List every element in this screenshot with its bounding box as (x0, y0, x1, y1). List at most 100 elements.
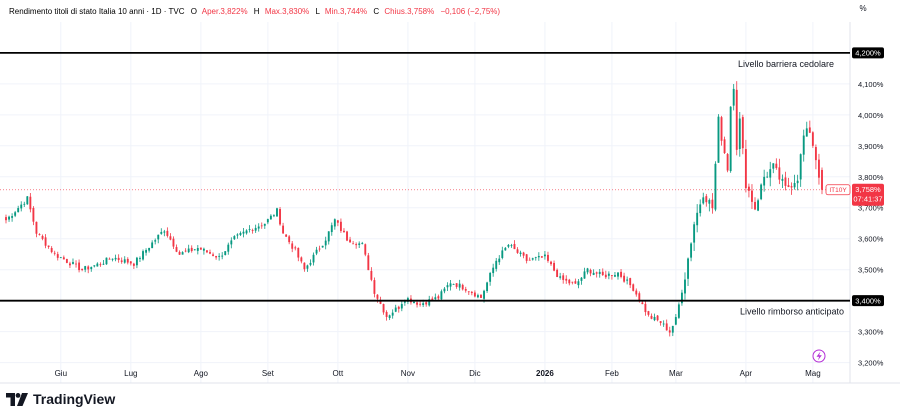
candle-body (425, 302, 428, 305)
candle-body (452, 284, 455, 285)
candle-body (324, 240, 327, 246)
candle-body (635, 290, 638, 295)
candle-body (364, 244, 367, 255)
candle-body (696, 212, 699, 226)
candles (5, 81, 823, 337)
candle-body (120, 260, 123, 262)
candle-body (507, 244, 510, 247)
candle-body (519, 252, 522, 254)
candle-body (282, 225, 285, 234)
current-price-tag: IT10Y 3,758% 07:41:37 (825, 183, 884, 206)
candle-body (145, 250, 148, 253)
percent-scale-toggle[interactable]: % (859, 4, 867, 13)
candle-body (540, 256, 543, 258)
candle-body (766, 176, 769, 178)
candle-body (559, 276, 562, 278)
candle-body (562, 275, 565, 280)
candle-body (276, 208, 278, 217)
candle-body (775, 163, 778, 169)
candle-body (699, 204, 702, 214)
candle-body (571, 281, 574, 283)
time-axis[interactable]: Giu Lug Ago Set Ott Nov Dic 2026 Feb Mar Apr Mag (55, 369, 821, 378)
candle-body (99, 264, 102, 266)
candle-body (50, 248, 53, 253)
candle-body (263, 223, 266, 226)
candle-body (269, 215, 272, 220)
candle-body (598, 271, 601, 275)
candle-body (534, 257, 537, 259)
candle-body (53, 252, 56, 254)
candle-body (641, 302, 644, 305)
candle-body (531, 258, 534, 260)
candle-body (111, 258, 114, 260)
candle-body (744, 149, 747, 189)
candle-body (160, 231, 163, 234)
candle-body (81, 268, 84, 271)
candle-body (473, 292, 476, 297)
candle-body (586, 268, 589, 273)
candle-body (178, 251, 181, 255)
candle-body (154, 240, 157, 242)
lightning-icon[interactable] (812, 349, 826, 363)
candle-body (653, 316, 656, 321)
candle-body (687, 258, 689, 279)
price-axis-tick-label: 4,000% (858, 111, 884, 120)
candle-body (346, 231, 348, 241)
candle-body (470, 291, 473, 294)
candle-body (242, 231, 245, 234)
time-axis-tick-label: Giu (55, 369, 67, 378)
time-axis-tick-label: 2026 (536, 369, 554, 378)
candle-body (315, 249, 318, 254)
candle-body (163, 231, 166, 233)
candle-body (318, 248, 321, 250)
candle-body (607, 273, 610, 276)
tradingview-wordmark: TradingView (33, 391, 116, 407)
candle-body (187, 248, 190, 253)
candle-body (455, 283, 458, 287)
price-axis[interactable]: 4,100% 4,000% 3,900% 3,800% 3,700% 3,600% 3,50… (858, 80, 884, 368)
candle-body (135, 257, 138, 266)
candle-body (373, 280, 376, 294)
candle-body (708, 199, 711, 204)
candle-body (114, 257, 117, 260)
candle-body (601, 271, 604, 275)
candle-body (498, 258, 501, 263)
early-redemption-level-badge-text: 3,400% (855, 296, 881, 305)
candle-body (513, 243, 516, 250)
candle-body (56, 254, 59, 258)
legend-close: Chius.3,758% (384, 7, 434, 16)
candle-body (446, 285, 449, 288)
legend: Rendimento titoli di stato Italia 10 ann… (9, 7, 500, 16)
price-axis-tick-label: 3,700% (858, 204, 884, 213)
time-axis-tick-label: Mag (805, 369, 821, 378)
legend-change: −0,106 (−2,75%) (440, 7, 500, 16)
candle-body (796, 180, 799, 184)
candle-body (38, 234, 41, 236)
candle-body (382, 304, 385, 313)
candle-body (129, 261, 132, 264)
tradingview-logo[interactable]: TradingView (6, 391, 115, 407)
candle-body (233, 236, 236, 240)
candle-body (674, 317, 677, 325)
candle-body (790, 186, 793, 188)
candle-body (489, 273, 492, 282)
candle-body (626, 279, 629, 281)
candle-body (428, 299, 431, 306)
legend-high: Max.3,830% (265, 7, 309, 16)
legend-instrument: Rendimento titoli di stato Italia 10 ann… (9, 7, 185, 16)
candle-body (662, 323, 665, 325)
candle-body (702, 197, 705, 204)
time-axis-tick-label: Ago (194, 369, 209, 378)
candle-body (126, 258, 129, 263)
candle-body (623, 275, 626, 282)
candle-body (196, 248, 199, 251)
candle-body (620, 271, 622, 277)
candle-body (647, 311, 650, 315)
candle-body (723, 139, 726, 154)
candle-body (87, 266, 90, 270)
legend-l-label: L (316, 7, 321, 16)
candle-body (336, 220, 339, 223)
candle-body (102, 263, 105, 265)
barrier-level-badge: 4,200% (852, 47, 884, 59)
